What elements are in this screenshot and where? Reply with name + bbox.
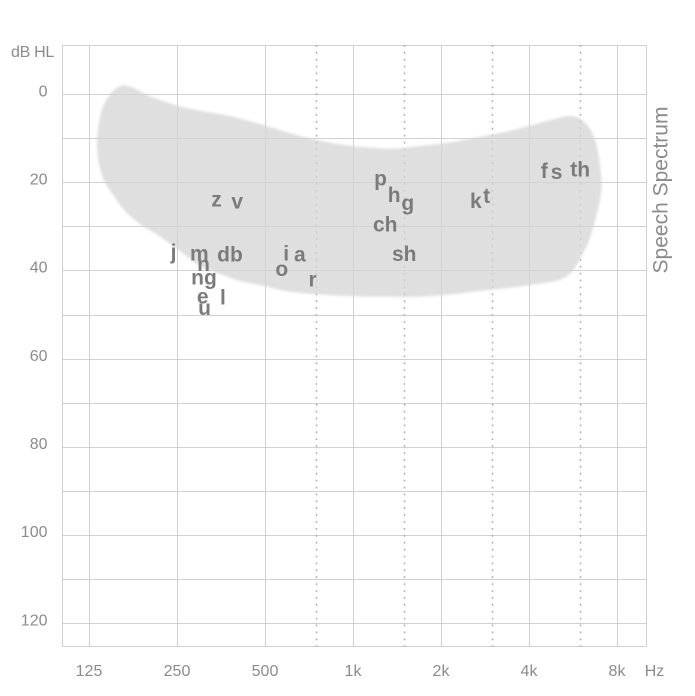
svg-text:4k: 4k [521,663,539,680]
svg-text:v: v [231,190,243,213]
svg-text:500: 500 [252,663,279,680]
svg-text:p: p [374,168,387,191]
svg-text:100: 100 [21,524,48,541]
svg-text:t: t [483,185,490,208]
svg-text:n: n [197,253,210,276]
svg-text:Speech Spectrum: Speech Spectrum [650,107,673,274]
svg-text:40: 40 [30,260,48,277]
svg-text:e: e [197,285,209,308]
svg-text:1k: 1k [345,663,363,680]
svg-text:z: z [211,189,222,212]
svg-text:125: 125 [76,663,103,680]
svg-text:u: u [198,297,211,320]
svg-text:2k: 2k [433,663,451,680]
svg-text:0: 0 [39,84,48,101]
svg-text:250: 250 [164,663,191,680]
svg-text:20: 20 [30,172,48,189]
svg-text:a: a [294,243,306,266]
svg-text:m: m [190,243,209,266]
svg-text:Hz: Hz [645,663,665,680]
svg-text:dB HL: dB HL [11,44,54,61]
svg-text:db: db [217,244,243,267]
svg-text:r: r [309,269,317,292]
svg-text:i: i [283,242,289,265]
svg-text:h: h [388,184,401,207]
svg-text:60: 60 [30,348,48,365]
svg-text:8k: 8k [609,663,627,680]
svg-text:80: 80 [30,436,48,453]
svg-text:sh: sh [392,243,417,266]
svg-text:j: j [170,241,177,264]
svg-text:l: l [220,287,226,310]
svg-text:g: g [401,192,414,215]
svg-text:f: f [541,160,549,183]
svg-text:th: th [570,159,590,182]
svg-text:ng: ng [191,266,217,289]
svg-text:s: s [551,161,563,184]
svg-text:ch: ch [373,213,398,236]
svg-text:k: k [470,190,482,213]
svg-text:o: o [275,258,288,281]
svg-text:120: 120 [21,613,48,630]
